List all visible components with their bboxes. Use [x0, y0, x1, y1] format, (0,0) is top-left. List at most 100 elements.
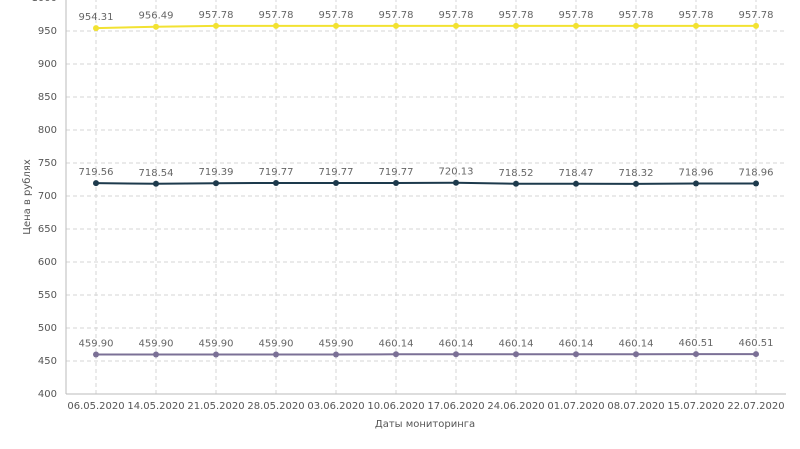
x-tick-label: 01.07.2020 — [547, 401, 604, 412]
point — [273, 179, 279, 186]
value-label: 719.77 — [259, 167, 294, 178]
value-label: 718.96 — [679, 167, 714, 178]
point — [93, 351, 99, 358]
point — [213, 351, 219, 358]
y-tick-label: 900 — [38, 59, 57, 70]
value-label: 460.14 — [499, 338, 534, 349]
x-tick-label: 21.05.2020 — [187, 401, 244, 412]
point — [573, 22, 579, 29]
point — [393, 179, 399, 186]
point — [153, 23, 159, 30]
y-tick-label: 850 — [38, 92, 57, 103]
value-label: 719.56 — [79, 167, 114, 178]
point — [633, 351, 639, 358]
point — [513, 351, 519, 358]
y-tick-label: 450 — [38, 356, 57, 367]
value-label: 459.90 — [259, 338, 294, 349]
point — [213, 180, 219, 187]
value-label: 957.78 — [319, 10, 354, 21]
value-label: 718.47 — [559, 168, 594, 179]
series-line — [95, 181, 756, 185]
value-label: 957.78 — [259, 10, 294, 21]
point — [273, 22, 279, 29]
point — [513, 22, 519, 29]
point — [333, 179, 339, 186]
y-tick-label: 500 — [38, 323, 57, 334]
value-label: 718.54 — [139, 168, 174, 179]
value-label: 954.31 — [79, 12, 114, 23]
y-tick-label: 700 — [38, 191, 57, 202]
y-tick-label: 950 — [38, 26, 57, 37]
point — [213, 22, 219, 29]
point — [93, 25, 99, 32]
value-label: 460.51 — [679, 338, 714, 349]
value-label: 957.78 — [379, 10, 414, 21]
value-label: 718.52 — [499, 168, 534, 179]
y-tick-label: 800 — [38, 125, 57, 136]
value-label: 460.14 — [439, 338, 474, 349]
value-label: 460.14 — [379, 338, 414, 349]
point — [753, 180, 759, 187]
x-tick-label: 14.05.2020 — [127, 401, 184, 412]
value-label: 460.51 — [739, 338, 774, 349]
value-label: 719.39 — [199, 167, 234, 178]
value-label: 460.14 — [619, 338, 654, 349]
point — [273, 351, 279, 358]
point — [693, 22, 699, 29]
value-label: 719.77 — [319, 167, 354, 178]
value-label: 719.77 — [379, 167, 414, 178]
value-label: 956.49 — [139, 11, 174, 22]
point — [513, 180, 519, 187]
point — [453, 179, 459, 186]
value-label: 957.78 — [739, 10, 774, 21]
value-label: 459.90 — [79, 338, 114, 349]
point — [393, 22, 399, 29]
point — [153, 180, 159, 187]
value-label: 459.90 — [319, 338, 354, 349]
value-label: 957.78 — [679, 10, 714, 21]
point — [753, 351, 759, 358]
value-label: 459.90 — [139, 338, 174, 349]
point — [693, 180, 699, 187]
y-axis-title: Цена в рублях — [22, 159, 33, 235]
value-label: 718.96 — [739, 167, 774, 178]
x-tick-label: 10.06.2020 — [367, 401, 424, 412]
value-label: 957.78 — [439, 10, 474, 21]
point — [453, 22, 459, 29]
y-tick-label: 1000 — [32, 0, 57, 4]
point — [393, 351, 399, 358]
point — [573, 351, 579, 358]
point — [633, 180, 639, 187]
x-axis-title: Даты мониторинга — [375, 419, 475, 430]
point — [693, 351, 699, 358]
x-tick-label: 28.05.2020 — [247, 401, 304, 412]
point — [453, 351, 459, 358]
value-label: 957.78 — [199, 10, 234, 21]
x-tick-label: 03.06.2020 — [307, 401, 364, 412]
y-tick-label: 400 — [38, 389, 57, 400]
point — [753, 22, 759, 29]
value-label: 957.78 — [619, 10, 654, 21]
value-label: 957.78 — [499, 10, 534, 21]
value-label: 459.90 — [199, 338, 234, 349]
value-label: 460.14 — [559, 338, 594, 349]
series-line — [95, 24, 756, 30]
x-tick-label: 08.07.2020 — [607, 401, 664, 412]
point — [93, 180, 99, 187]
y-tick-label: 750 — [38, 158, 57, 169]
x-tick-label: 24.06.2020 — [487, 401, 544, 412]
y-tick-label: 650 — [38, 224, 57, 235]
point — [333, 22, 339, 29]
point — [573, 180, 579, 187]
value-label: 957.78 — [559, 10, 594, 21]
value-label: 718.32 — [619, 168, 654, 179]
point — [633, 22, 639, 29]
x-tick-label: 17.06.2020 — [427, 401, 484, 412]
point — [153, 351, 159, 358]
x-tick-label: 06.05.2020 — [67, 401, 124, 412]
y-tick-label: 550 — [38, 290, 57, 301]
y-tick-label: 600 — [38, 257, 57, 268]
x-tick-label: 22.07.2020 — [727, 401, 784, 412]
